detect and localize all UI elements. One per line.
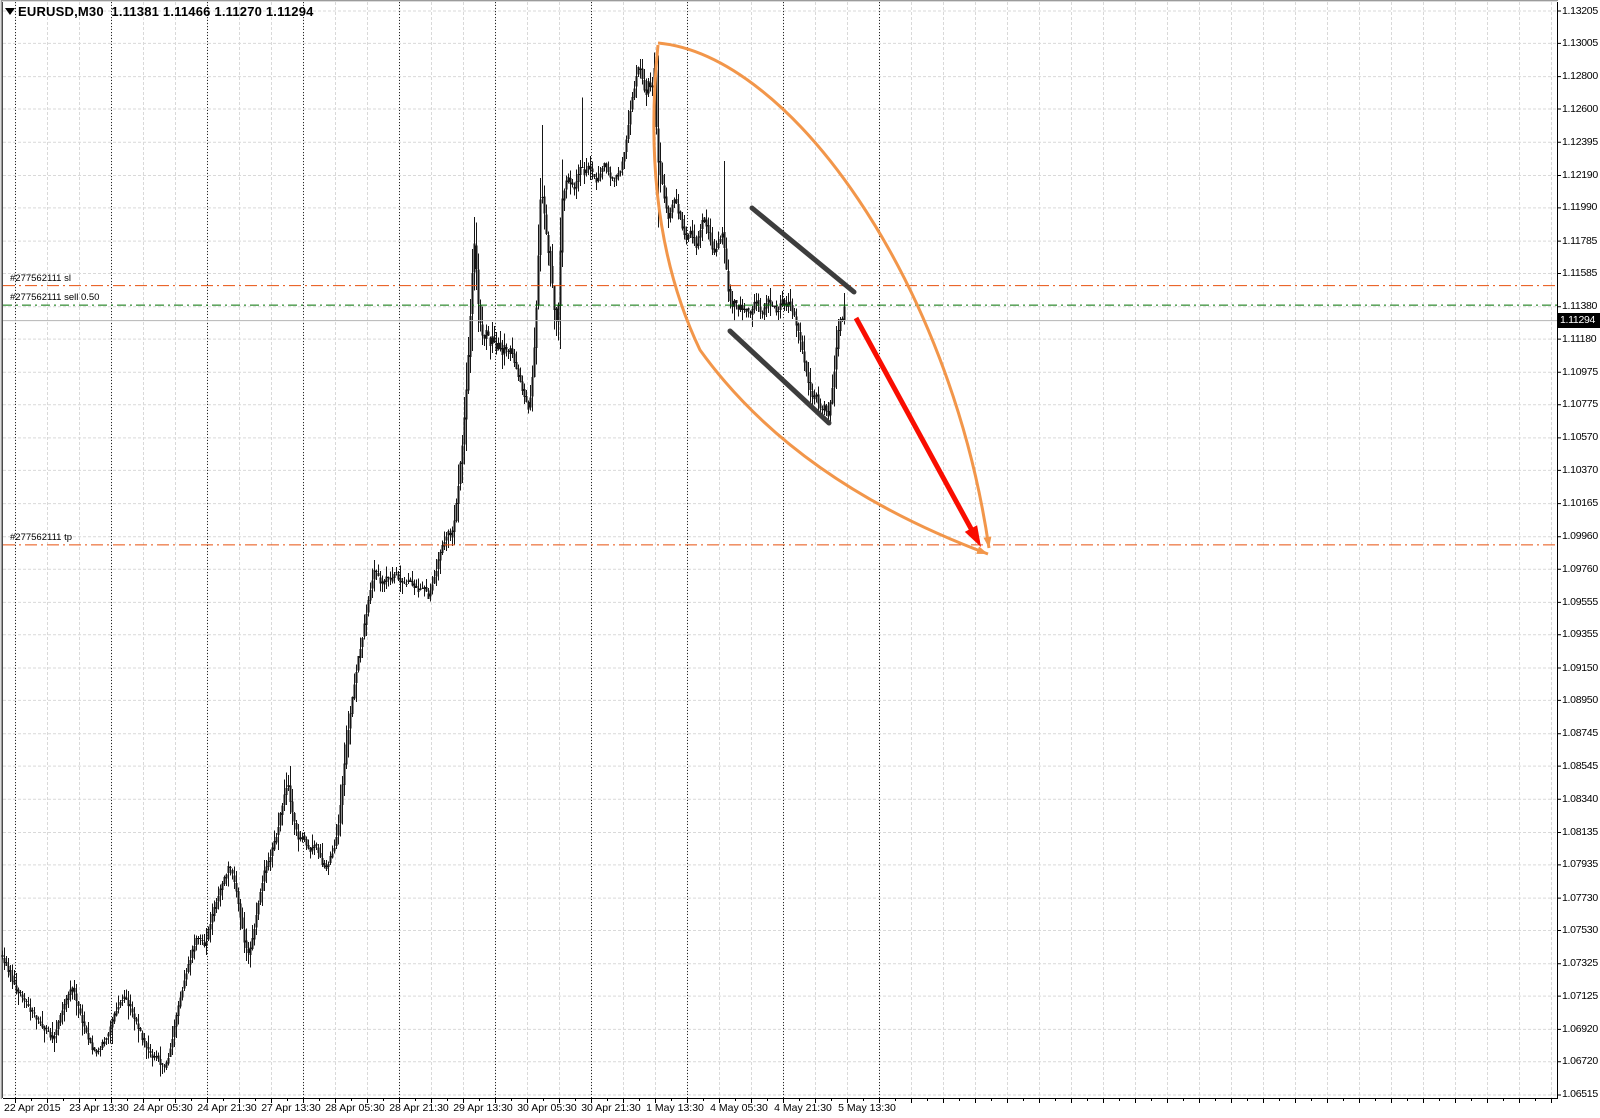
time-tick-label: 24 Apr 05:30 [133, 1102, 193, 1114]
price-tick-label: 1.07125 [1562, 989, 1598, 1002]
price-tick-label: 1.09355 [1562, 628, 1598, 641]
price-tick-label: 1.07530 [1562, 924, 1598, 937]
candle-bodies [1, 67, 846, 1068]
price-tick-label: 1.08745 [1562, 727, 1598, 740]
sell-order-label: #277562111 sell 0.50 [10, 292, 100, 304]
take-profit-label: #277562111 tp [10, 531, 72, 543]
price-tick-label: 1.10370 [1562, 463, 1598, 476]
price-tick-label: 1.07730 [1562, 891, 1598, 904]
time-tick-label: 4 May 05:30 [710, 1102, 768, 1114]
time-tick-label: 23 Apr 13:30 [69, 1102, 129, 1114]
ellipse-left-arc-arrowhead [976, 546, 988, 554]
price-tick-label: 1.12190 [1562, 168, 1598, 181]
price-tick-label: 1.08340 [1562, 792, 1598, 805]
chart-title-symbol: EURUSD,M30 [18, 4, 104, 19]
price-tick-label: 1.07325 [1562, 957, 1598, 970]
price-tick-label: 1.12600 [1562, 102, 1598, 115]
sell-projection-arrow[interactable] [853, 316, 976, 534]
price-tick-label: 1.08545 [1562, 759, 1598, 772]
price-tick-label: 1.08135 [1562, 825, 1598, 838]
price-tick-label: 1.06515 [1562, 1088, 1598, 1101]
price-tick-label: 1.09555 [1562, 595, 1598, 608]
price-tick-label: 1.11990 [1562, 201, 1598, 214]
candle-wicks [2, 52, 845, 1077]
time-tick-label: 30 Apr 21:30 [581, 1102, 641, 1114]
price-tick-label: 1.11180 [1562, 332, 1597, 345]
price-tick-label: 1.07935 [1562, 858, 1598, 871]
ellipse-left-arc[interactable] [652, 44, 989, 556]
time-tick-label: 1 May 13:30 [646, 1102, 704, 1114]
price-tick-label: 1.11785 [1562, 234, 1598, 247]
price-tick-label: 1.12800 [1562, 70, 1598, 83]
price-tick-label: 1.10570 [1562, 431, 1598, 444]
time-tick-label: 28 Apr 05:30 [325, 1102, 385, 1114]
price-tick-label: 1.08950 [1562, 693, 1598, 706]
time-tick-label: 22 Apr 2015 [4, 1102, 61, 1114]
chart-title-ohlc: 1.11381 1.11466 1.11270 1.11294 [111, 4, 314, 19]
ellipse-right-arc-arrowhead [983, 536, 992, 548]
price-tick-label: 1.06920 [1562, 1022, 1598, 1035]
chart-title: EURUSD,M30 1.11381 1.11466 1.11270 1.112… [18, 4, 314, 19]
price-tick-label: 1.10165 [1562, 497, 1598, 510]
period-separators [15, 2, 880, 1098]
grid-horizontal [3, 10, 1557, 1096]
price-tick-label: 1.10975 [1562, 365, 1598, 378]
price-tick-label: 1.12395 [1562, 135, 1598, 148]
price-tick-label: 1.06720 [1562, 1055, 1598, 1068]
time-tick-label: 24 Apr 21:30 [197, 1102, 257, 1114]
price-tick-label: 1.10775 [1562, 398, 1598, 411]
flag-channel-upper-line[interactable] [749, 205, 857, 295]
time-tick-label: 5 May 13:30 [838, 1102, 896, 1114]
price-axis-bg [1558, 0, 1600, 1118]
price-tick-label: 1.09150 [1562, 661, 1598, 674]
time-tick-label: 28 Apr 21:30 [389, 1102, 449, 1114]
price-tick-label: 1.09960 [1562, 530, 1598, 543]
grid-vertical [15, 2, 1552, 1098]
time-tick-label: 4 May 21:30 [774, 1102, 832, 1114]
price-tick-label: 1.13005 [1562, 36, 1598, 49]
flag-channel-lower-line[interactable] [727, 328, 832, 426]
price-tick-label: 1.11380 [1562, 300, 1598, 313]
symbol-dropdown-icon[interactable] [5, 8, 15, 15]
axis-borders [3, 2, 1558, 1099]
sell-projection-arrowhead [964, 525, 981, 547]
axis-ticks [15, 10, 1561, 1103]
current-price-tag: 1.11294 [1557, 313, 1600, 329]
time-tick-label: 29 Apr 13:30 [453, 1102, 513, 1114]
time-tick-label: 27 Apr 13:30 [261, 1102, 321, 1114]
price-tick-label: 1.13205 [1562, 4, 1598, 17]
time-axis-bg [0, 1099, 1600, 1118]
ellipse-right-arc[interactable] [657, 41, 991, 549]
price-tick-label: 1.09760 [1562, 562, 1598, 575]
stop-loss-label: #277562111 sl [10, 272, 71, 284]
time-tick-label: 30 Apr 05:30 [517, 1102, 577, 1114]
price-tick-label: 1.11585 [1562, 266, 1598, 279]
